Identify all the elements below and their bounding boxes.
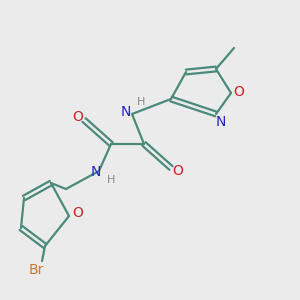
Text: O: O xyxy=(172,164,183,178)
Text: H: H xyxy=(137,97,145,107)
Text: O: O xyxy=(72,206,83,220)
Text: N: N xyxy=(215,115,226,128)
Text: O: O xyxy=(72,110,83,124)
Text: H: H xyxy=(107,175,115,185)
Text: N: N xyxy=(120,106,130,119)
Text: Br: Br xyxy=(28,263,44,277)
Text: O: O xyxy=(233,85,244,98)
Text: N: N xyxy=(91,166,101,179)
